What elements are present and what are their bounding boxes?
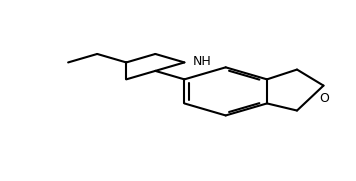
Text: NH: NH xyxy=(193,55,212,68)
Text: O: O xyxy=(319,92,329,105)
